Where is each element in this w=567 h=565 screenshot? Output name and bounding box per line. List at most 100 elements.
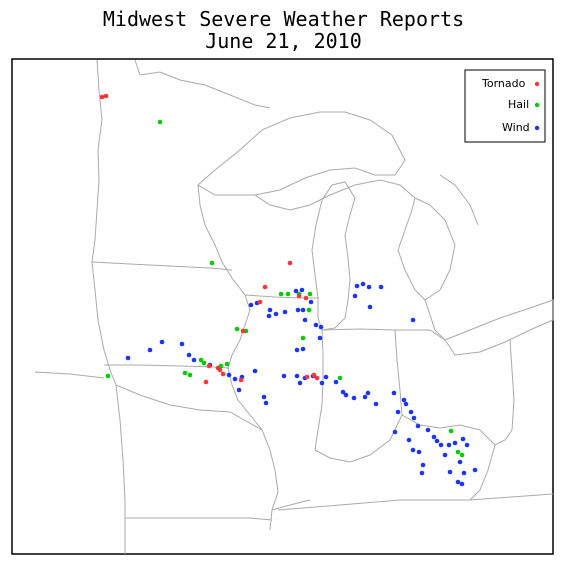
wind-report-marker xyxy=(362,394,368,400)
wind-report-marker xyxy=(366,284,372,290)
wind-report-marker xyxy=(416,449,422,455)
legend-swatch-wind xyxy=(534,125,540,131)
wind-report-marker xyxy=(446,442,452,448)
wind-report-marker xyxy=(455,479,461,485)
hail-report-marker xyxy=(182,370,188,376)
wind-report-marker xyxy=(232,376,238,382)
wind-report-marker xyxy=(333,379,339,385)
wind-report-marker xyxy=(373,401,379,407)
wind-report-marker xyxy=(452,440,458,446)
wind-report-marker xyxy=(147,347,153,353)
wind-report-marker xyxy=(378,284,384,290)
wind-report-marker xyxy=(282,309,288,315)
legend: Tornado Hail Wind xyxy=(464,69,546,143)
tornado-report-marker xyxy=(311,372,317,378)
hail-report-marker xyxy=(448,428,454,434)
wind-report-marker xyxy=(401,397,407,403)
wind-report-marker xyxy=(410,447,416,453)
wind-report-marker xyxy=(323,374,329,380)
wind-report-marker xyxy=(302,317,308,323)
tornado-report-marker xyxy=(296,293,302,299)
hail-report-marker xyxy=(306,307,312,313)
wind-report-marker xyxy=(248,302,254,308)
hail-report-marker xyxy=(234,326,240,332)
hail-report-marker xyxy=(105,373,111,379)
legend-box xyxy=(464,69,546,143)
wind-report-marker xyxy=(438,442,444,448)
wind-report-marker xyxy=(425,427,431,433)
legend-label-wind: Wind xyxy=(502,121,530,134)
wind-report-marker xyxy=(360,281,366,287)
wind-report-marker xyxy=(236,387,242,393)
wind-report-marker xyxy=(447,469,453,475)
wind-report-marker xyxy=(226,372,232,378)
wind-report-marker xyxy=(261,394,267,400)
wind-report-marker xyxy=(267,307,273,313)
wind-report-marker xyxy=(419,470,425,476)
legend-swatch-hail xyxy=(534,102,540,108)
legend-label-hail: Hail xyxy=(508,98,529,111)
wind-report-marker xyxy=(179,341,185,347)
hail-report-marker xyxy=(198,357,204,363)
wind-report-marker xyxy=(281,373,287,379)
wind-report-marker xyxy=(420,462,426,468)
wind-report-marker xyxy=(392,429,398,435)
wind-report-marker xyxy=(367,304,373,310)
hail-report-marker xyxy=(201,360,207,366)
hail-report-marker xyxy=(459,452,465,458)
tornado-report-marker xyxy=(287,260,293,266)
wind-report-marker xyxy=(352,293,358,299)
hail-report-marker xyxy=(278,291,284,297)
map-title-line2: June 21, 2010 xyxy=(205,29,362,53)
map-title-line1: Midwest Severe Weather Reports xyxy=(102,7,465,31)
legend-swatch-tornado xyxy=(534,81,540,87)
wind-report-marker xyxy=(300,346,306,352)
wind-report-marker xyxy=(300,307,306,313)
wind-report-marker xyxy=(297,380,303,386)
hail-report-marker xyxy=(300,335,306,341)
wind-report-marker xyxy=(464,442,470,448)
wind-report-marker xyxy=(191,357,197,363)
wind-report-marker xyxy=(442,452,448,458)
wind-report-marker xyxy=(431,434,437,440)
hail-report-marker xyxy=(224,361,230,367)
wind-report-marker xyxy=(411,415,417,421)
hail-report-marker xyxy=(157,119,163,125)
wind-report-marker xyxy=(461,470,467,476)
wind-report-marker xyxy=(457,459,463,465)
wind-report-marker xyxy=(354,283,360,289)
tornado-report-marker xyxy=(262,284,268,290)
wind-report-marker xyxy=(125,355,131,361)
wind-report-marker xyxy=(434,438,440,444)
tornado-report-marker xyxy=(304,374,310,380)
wind-report-marker xyxy=(266,313,272,319)
report-markers xyxy=(99,93,478,487)
wind-report-marker xyxy=(294,347,300,353)
tornado-report-marker xyxy=(314,375,320,381)
wind-report-marker xyxy=(408,409,414,415)
wind-report-marker xyxy=(403,401,409,407)
tornado-report-marker xyxy=(203,379,209,385)
wind-report-marker xyxy=(293,288,299,294)
wind-report-marker xyxy=(351,395,357,401)
wind-report-marker xyxy=(252,368,258,374)
tornado-report-marker xyxy=(206,363,212,369)
wind-report-marker xyxy=(263,400,269,406)
wind-report-marker xyxy=(459,481,465,487)
wind-report-marker xyxy=(395,409,401,415)
wind-report-marker xyxy=(319,380,325,386)
hail-report-marker xyxy=(285,291,291,297)
tornado-report-marker xyxy=(238,377,244,383)
wind-report-marker xyxy=(317,335,323,341)
tornado-report-marker xyxy=(99,94,105,100)
tornado-report-marker xyxy=(257,299,263,305)
wind-report-marker xyxy=(460,436,466,442)
wind-report-marker xyxy=(186,352,192,358)
wind-report-marker xyxy=(318,324,324,330)
wind-report-marker xyxy=(294,373,300,379)
hail-report-marker xyxy=(307,291,313,297)
wind-report-marker xyxy=(295,307,301,313)
tornado-report-marker xyxy=(240,328,246,334)
hail-report-marker xyxy=(337,375,343,381)
